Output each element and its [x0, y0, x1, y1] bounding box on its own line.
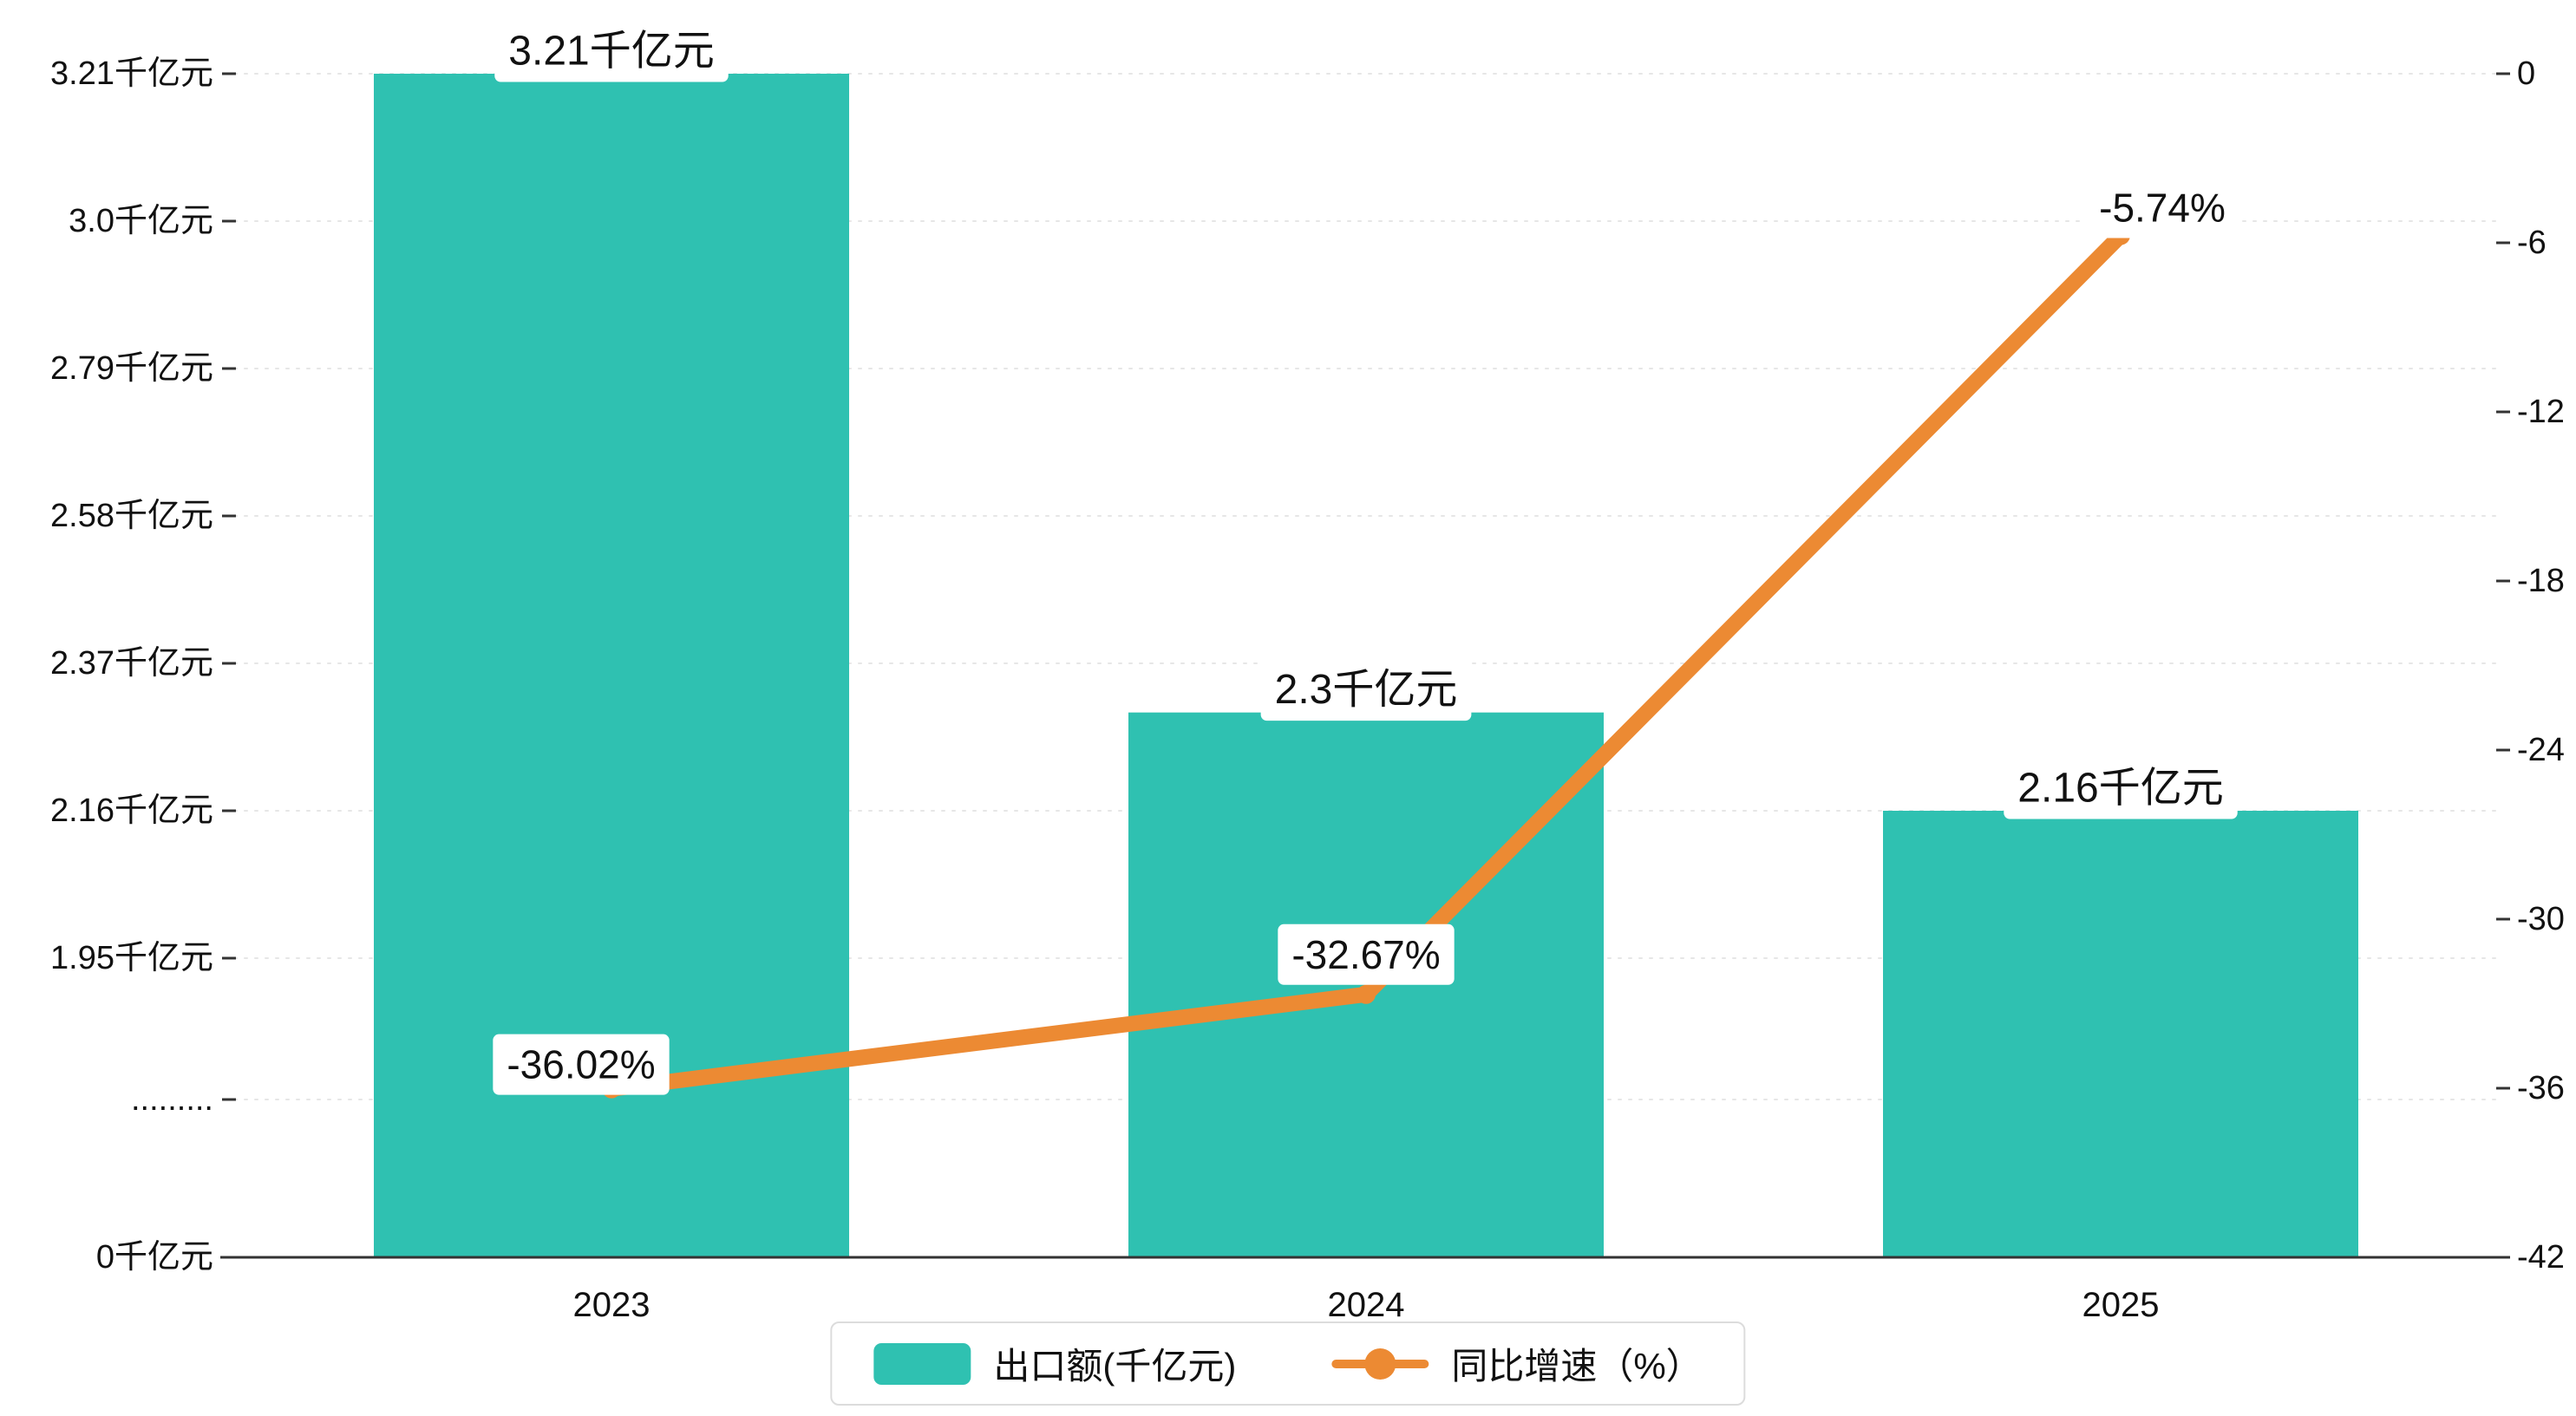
right-axis-tick-label: -24 — [2517, 732, 2565, 768]
legend-label-growth: 同比增速（%） — [1451, 1346, 1703, 1387]
right-axis-tick-label: 0 — [2517, 55, 2535, 92]
growth-point-2024[interactable] — [1357, 984, 1376, 1004]
line-swatch-dot-icon — [1364, 1347, 1396, 1380]
left-axis-tick-label: 0千亿元 — [96, 1239, 213, 1276]
left-axis-tick-label: 3.21千亿元 — [50, 55, 213, 92]
left-axis-tick-label: 2.16千亿元 — [50, 793, 213, 829]
left-axis-tick-label: 1.95千亿元 — [50, 940, 213, 976]
x-axis-label-2024: 2024 — [1328, 1286, 1405, 1324]
left-axis-tick-label: 3.0千亿元 — [69, 203, 213, 239]
bar-value-label-bg — [2004, 757, 2238, 819]
left-axis-tick-label: 2.58千亿元 — [50, 498, 213, 534]
right-axis-tick-label: -6 — [2517, 225, 2547, 261]
bar-value-label: 2.16千亿元 — [2017, 766, 2223, 812]
x-axis-label-2025: 2025 — [2082, 1286, 2160, 1324]
legend-label-export: 出口额(千亿元) — [993, 1346, 1237, 1387]
line-value-label-bg — [2085, 177, 2239, 238]
right-axis-tick-label: -12 — [2517, 394, 2565, 430]
right-axis-tick-label: -36 — [2517, 1070, 2565, 1106]
line-swatch-icon — [1331, 1347, 1429, 1380]
left-axis-tick-label: ......... — [131, 1081, 213, 1118]
line-value-label: -5.74% — [2099, 186, 2226, 231]
line-value-label: -36.02% — [507, 1042, 655, 1087]
right-axis-tick-label: -30 — [2517, 901, 2565, 937]
line-value-label-bg — [1278, 923, 1455, 985]
bar-2025[interactable] — [1883, 811, 2358, 1257]
line-value-label-bg — [493, 1034, 670, 1095]
bar-swatch-icon — [873, 1342, 971, 1385]
bar-value-label: 2.3千亿元 — [1275, 667, 1458, 713]
bar-value-label-bg — [1260, 659, 1472, 721]
line-value-label: -32.67% — [1291, 932, 1440, 977]
legend-item-growth[interactable]: 同比增速（%） — [1331, 1337, 1703, 1390]
left-axis-tick-label: 2.79千亿元 — [50, 350, 213, 387]
right-axis-tick-label: -18 — [2517, 563, 2565, 599]
bar-value-label-bg — [494, 20, 729, 82]
right-axis-tick-label: -42 — [2517, 1239, 2565, 1276]
x-axis-label-2023: 2023 — [573, 1286, 651, 1324]
legend: 出口额(千亿元) 同比增速（%） — [830, 1321, 1746, 1406]
left-axis-tick-label: 2.37千亿元 — [50, 645, 213, 682]
legend-item-export[interactable]: 出口额(千亿元) — [873, 1337, 1236, 1390]
bar-value-label: 3.21千亿元 — [508, 29, 714, 75]
